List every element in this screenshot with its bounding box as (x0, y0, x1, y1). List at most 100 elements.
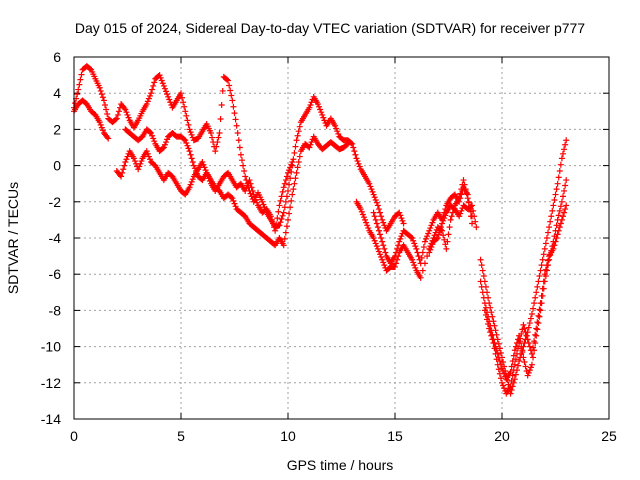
data-point (365, 225, 372, 232)
data-point (201, 164, 208, 171)
data-point (181, 103, 188, 110)
data-point (496, 345, 503, 352)
data-point (438, 224, 445, 231)
data-point (545, 257, 552, 264)
data-point (555, 174, 562, 181)
data-point (105, 135, 112, 142)
data-point (287, 164, 294, 171)
data-point (291, 180, 298, 187)
data-point (457, 210, 464, 217)
data-point (180, 99, 187, 106)
data-point (434, 235, 441, 241)
data-point (184, 117, 191, 124)
data-point (277, 197, 284, 204)
data-point (515, 345, 522, 352)
data-point (273, 221, 280, 228)
data-point (276, 202, 283, 209)
data-point (523, 332, 530, 339)
data-point (287, 175, 294, 182)
data-point (200, 161, 207, 168)
data-point (543, 235, 550, 241)
data-point (352, 151, 359, 158)
data-point (381, 262, 388, 269)
data-point (535, 320, 542, 327)
data-point (465, 199, 472, 206)
data-point (243, 185, 250, 192)
data-point (76, 81, 83, 88)
data-point (562, 182, 569, 189)
data-point (123, 109, 130, 116)
data-point (283, 223, 290, 230)
data-point (410, 237, 417, 244)
data-point (163, 88, 170, 95)
data-point (151, 79, 158, 86)
data-point (228, 194, 235, 201)
data-point (421, 260, 428, 267)
data-point (487, 329, 494, 336)
data-point (74, 91, 81, 98)
data-point (99, 94, 106, 101)
data-point (146, 129, 153, 136)
data-point (373, 243, 380, 250)
data-point (380, 259, 387, 266)
data-point (500, 382, 507, 389)
data-point (359, 211, 366, 218)
data-point (489, 336, 496, 343)
data-point (291, 149, 298, 156)
data-point (160, 82, 167, 89)
data-point (374, 224, 381, 231)
data-point (558, 198, 565, 205)
data-point (441, 215, 448, 222)
data-point (112, 116, 119, 123)
data-point (268, 216, 275, 223)
data-point (204, 172, 211, 179)
data-point (189, 158, 196, 165)
data-point (547, 218, 554, 225)
data-point (356, 163, 363, 170)
data-point (550, 245, 557, 252)
data-point (143, 148, 150, 155)
data-point (414, 249, 421, 256)
data-point (279, 212, 286, 219)
data-point (372, 240, 379, 247)
data-point (379, 256, 386, 263)
data-point (182, 108, 189, 115)
y-tick-label: -2 (49, 194, 62, 210)
data-point (418, 254, 425, 261)
data-point (235, 137, 242, 144)
data-point (320, 114, 327, 121)
data-point (463, 190, 470, 197)
data-point (236, 144, 243, 151)
data-point (354, 158, 361, 165)
data-point (166, 96, 173, 103)
data-point (158, 77, 165, 84)
data-point (149, 86, 156, 93)
data-point (276, 222, 283, 229)
data-point (360, 214, 367, 221)
data-point (144, 98, 151, 105)
data-point (494, 361, 501, 368)
data-point (424, 253, 431, 260)
data-point (240, 162, 247, 169)
data-point (164, 91, 171, 98)
data-point (429, 241, 436, 248)
data-point (427, 246, 434, 253)
data-point (507, 368, 514, 375)
data-point (137, 160, 144, 167)
data-point (122, 106, 129, 113)
data-point (281, 235, 288, 242)
data-point (382, 249, 389, 256)
data-point (540, 251, 547, 258)
data-point (525, 324, 532, 331)
data-point (163, 139, 170, 146)
data-point (552, 191, 559, 198)
data-point (296, 153, 303, 160)
data-point (202, 167, 209, 174)
data-point (290, 186, 297, 193)
data-point (357, 206, 364, 213)
data-point (397, 212, 404, 219)
data-point (282, 177, 289, 184)
data-point (306, 144, 313, 151)
data-point (535, 278, 542, 285)
data-point (290, 156, 297, 163)
